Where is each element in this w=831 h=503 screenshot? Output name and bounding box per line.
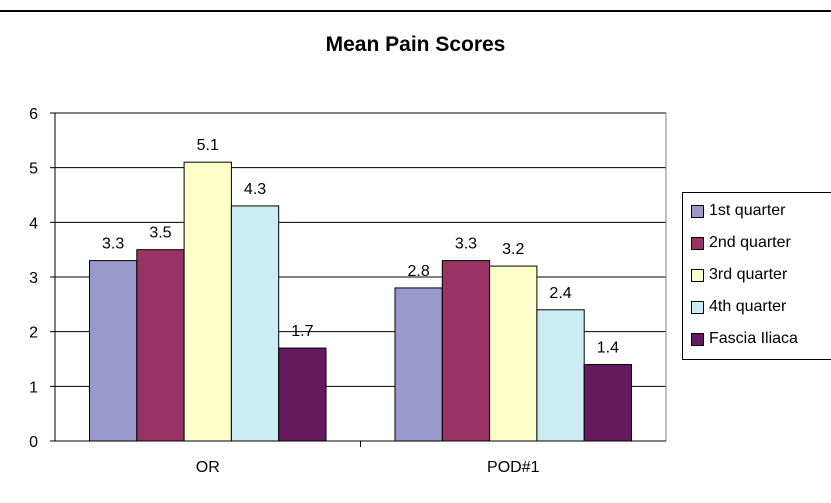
- legend-item: 4th quarter: [691, 297, 786, 317]
- legend-swatch: [691, 300, 704, 314]
- bar: [136, 249, 185, 442]
- chart-title: Mean Pain Scores: [325, 33, 506, 56]
- legend-item: 2nd quarter: [691, 233, 791, 253]
- bar: [89, 260, 138, 442]
- y-tick-label: 2: [29, 325, 38, 342]
- legend-label: 4th quarter: [709, 298, 787, 315]
- legend-label: Fascia Iliaca: [709, 330, 798, 347]
- data-label: 3.3: [102, 236, 124, 253]
- legend-swatch: [691, 332, 704, 346]
- y-tick-label: 5: [29, 161, 38, 178]
- bar: [489, 265, 538, 442]
- data-label: 3.2: [502, 241, 524, 258]
- legend-label: 2nd quarter: [709, 234, 791, 251]
- bar: [183, 161, 232, 442]
- data-label: 3.3: [455, 236, 477, 253]
- bar: [583, 363, 633, 442]
- y-tick-label: 4: [29, 215, 38, 232]
- y-tick-label: 0: [29, 434, 38, 451]
- data-label: 5.1: [197, 137, 219, 154]
- bar: [278, 347, 327, 442]
- x-tick-label: POD#1: [487, 459, 540, 476]
- legend-label: 1st quarter: [709, 202, 786, 219]
- bar: [230, 205, 280, 442]
- bar: [441, 260, 491, 442]
- bar: [536, 309, 585, 442]
- data-label: 1.4: [597, 339, 619, 356]
- legend-swatch: [691, 236, 704, 250]
- legend-swatch: [691, 268, 704, 282]
- x-tick-label: OR: [196, 459, 220, 476]
- y-tick-label: 3: [29, 270, 38, 287]
- y-tick-label: 6: [29, 106, 38, 123]
- legend-item: Fascia Iliaca: [691, 329, 798, 349]
- chart-legend: 1st quarter 2nd quarter 3rd quarter 4th …: [682, 192, 831, 360]
- y-tick-label: 1: [29, 379, 38, 396]
- data-label: 3.5: [149, 225, 171, 242]
- bar: [394, 287, 443, 442]
- data-label: 1.7: [291, 323, 313, 340]
- legend-item: 1st quarter: [691, 201, 785, 221]
- legend-item: 3rd quarter: [691, 265, 787, 285]
- data-label: 4.3: [244, 181, 266, 198]
- data-label: 2.8: [408, 263, 430, 280]
- data-label: 2.4: [549, 285, 571, 302]
- legend-swatch: [691, 204, 704, 218]
- legend-label: 3rd quarter: [709, 266, 788, 283]
- top-rule: [0, 10, 831, 12]
